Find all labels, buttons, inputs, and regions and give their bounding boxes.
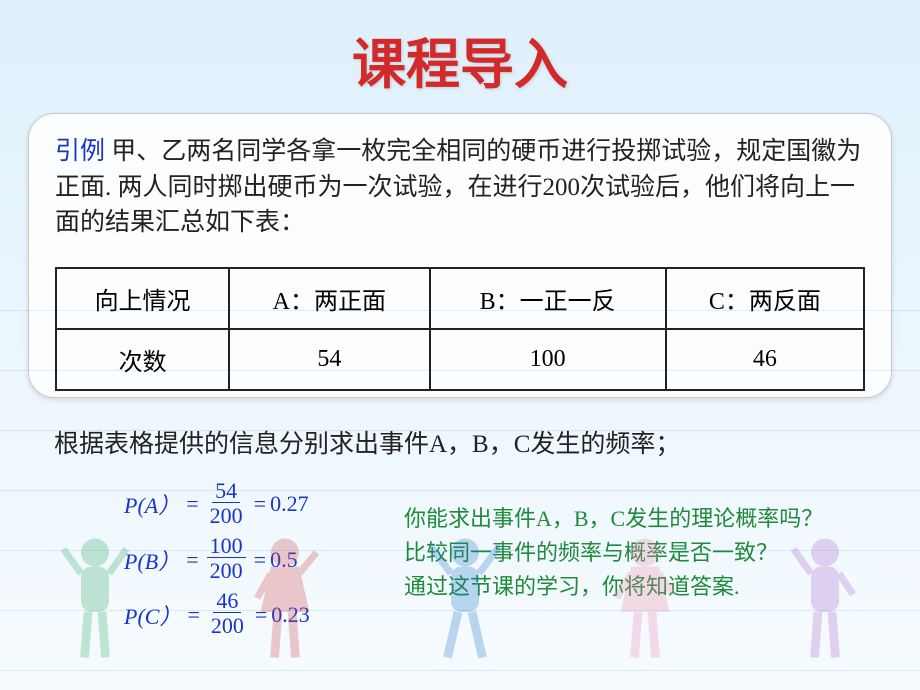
fraction: 54 200 — [203, 480, 250, 529]
formula-row: P(A） = 54 200 = 0.27 — [124, 480, 404, 529]
intro-text: 甲、乙两名同学各拿一枚完全相同的硬币进行投掷试验，规定国徽为正面. 两人同时掷出… — [55, 138, 861, 236]
content-card: 引例 甲、乙两名同学各拿一枚完全相同的硬币进行投掷试验，规定国徽为正面. 两人同… — [28, 113, 892, 398]
formula-lhs: P(C） — [124, 599, 183, 631]
table-data-row: 次数 54 100 46 — [56, 329, 864, 390]
formula-value: 0.23 — [271, 602, 310, 628]
instruction-text: 根据表格提供的信息分别求出事件A，B，C发生的频率； — [54, 424, 866, 460]
denominator: 200 — [207, 503, 246, 529]
denominator: 200 — [208, 613, 247, 639]
numerator: 100 — [207, 535, 246, 558]
table-row-label: 次数 — [56, 329, 229, 390]
table-header: A：两正面 — [229, 268, 429, 329]
formula-row: P(B） = 100 200 = 0.5 — [124, 535, 404, 584]
formula-value: 0.27 — [270, 491, 309, 517]
question-line: 比较同一事件的频率与概率是否一致？ — [404, 536, 866, 570]
table-cell: 46 — [666, 329, 864, 390]
formula-lhs: P(A） — [124, 488, 182, 520]
questions-block: 你能求出事件A，B，C发生的理论概率吗？ 比较同一事件的频率与概率是否一致？ 通… — [404, 480, 866, 646]
results-table: 向上情况 A：两正面 B：一正一反 C：两反面 次数 54 100 46 — [55, 267, 865, 391]
table-header: B：一正一反 — [430, 268, 666, 329]
question-line: 你能求出事件A，B，C发生的理论概率吗？ — [404, 502, 866, 536]
equals-sign: = — [251, 602, 271, 628]
numerator: 54 — [212, 480, 240, 503]
bottom-section: P(A） = 54 200 = 0.27 P(B） = 100 200 = 0.… — [54, 480, 866, 646]
table-header: C：两反面 — [666, 268, 864, 329]
table-cell: 100 — [430, 329, 666, 390]
equals-sign: = — [250, 491, 270, 517]
formula-lhs: P(B） — [124, 544, 182, 576]
formula-block: P(A） = 54 200 = 0.27 P(B） = 100 200 = 0.… — [54, 480, 404, 646]
equals-sign: = — [182, 491, 202, 517]
equals-sign: = — [183, 602, 203, 628]
table-header-row: 向上情况 A：两正面 B：一正一反 C：两反面 — [56, 268, 864, 329]
formula-row: P(C） = 46 200 = 0.23 — [124, 590, 404, 639]
question-line: 通过这节课的学习，你将知道答案. — [404, 570, 866, 604]
intro-paragraph: 引例 甲、乙两名同学各拿一枚完全相同的硬币进行投掷试验，规定国徽为正面. 两人同… — [55, 134, 865, 241]
slide-title: 课程导入 — [0, 0, 920, 99]
intro-lead: 引例 — [55, 138, 105, 165]
fraction: 100 200 — [203, 535, 250, 584]
table-header: 向上情况 — [56, 268, 229, 329]
denominator: 200 — [207, 558, 246, 584]
fraction: 46 200 — [204, 590, 251, 639]
table-cell: 54 — [229, 329, 429, 390]
